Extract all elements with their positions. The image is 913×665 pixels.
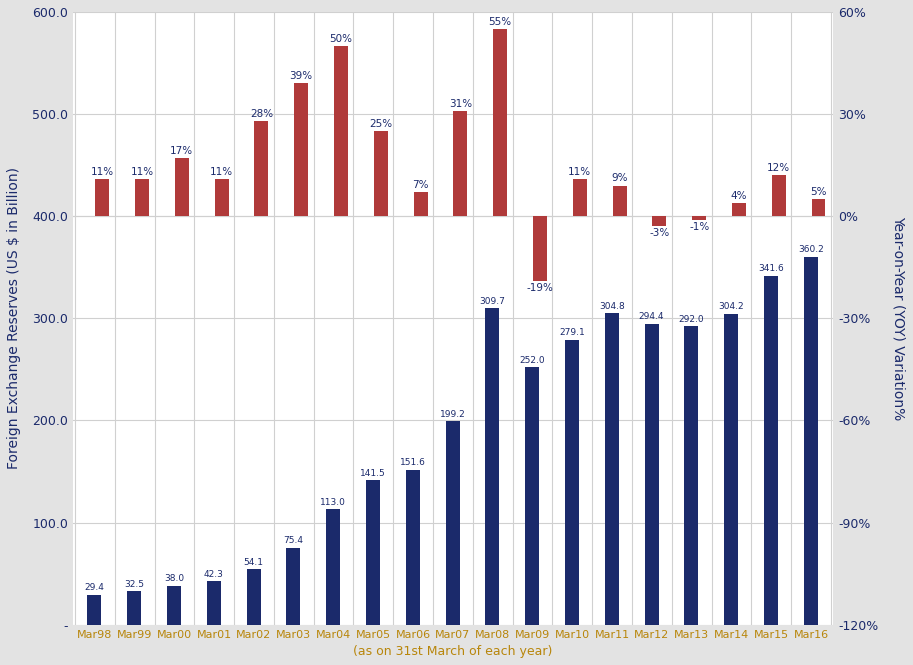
- Text: 75.4: 75.4: [283, 536, 303, 545]
- Text: 42.3: 42.3: [204, 570, 224, 579]
- Text: 279.1: 279.1: [559, 328, 585, 337]
- X-axis label: (as on 31st March of each year): (as on 31st March of each year): [353, 645, 552, 658]
- Bar: [215, 179, 228, 216]
- Bar: [255, 121, 268, 216]
- Bar: [613, 186, 626, 216]
- Bar: [414, 192, 427, 216]
- Bar: [135, 179, 149, 216]
- Bar: [207, 581, 221, 624]
- Bar: [771, 176, 786, 216]
- Text: 5%: 5%: [810, 187, 827, 197]
- Text: 11%: 11%: [131, 167, 153, 177]
- Bar: [88, 595, 101, 624]
- Bar: [803, 257, 818, 624]
- Text: 11%: 11%: [90, 167, 114, 177]
- Text: 341.6: 341.6: [758, 264, 784, 273]
- Text: -1%: -1%: [689, 221, 709, 231]
- Bar: [732, 203, 746, 216]
- Text: 39%: 39%: [289, 71, 313, 81]
- Bar: [167, 586, 181, 624]
- Text: 9%: 9%: [612, 174, 628, 184]
- Bar: [685, 327, 698, 624]
- Bar: [326, 509, 341, 624]
- Text: 32.5: 32.5: [124, 580, 144, 589]
- Bar: [653, 216, 666, 226]
- Text: 31%: 31%: [449, 98, 472, 108]
- Text: 304.2: 304.2: [719, 303, 744, 311]
- Bar: [294, 83, 308, 216]
- Text: 55%: 55%: [488, 17, 511, 27]
- Bar: [604, 313, 619, 624]
- Bar: [454, 110, 467, 216]
- Text: 17%: 17%: [170, 146, 194, 156]
- Bar: [572, 179, 587, 216]
- Bar: [565, 340, 579, 624]
- Y-axis label: Foreign Exchange Reserves (US $ in Billion): Foreign Exchange Reserves (US $ in Billi…: [7, 168, 21, 469]
- Text: 12%: 12%: [767, 164, 791, 174]
- Bar: [533, 216, 547, 281]
- Bar: [764, 276, 778, 624]
- Text: 50%: 50%: [330, 34, 352, 44]
- Bar: [373, 131, 388, 216]
- Text: 113.0: 113.0: [320, 497, 346, 507]
- Text: 11%: 11%: [210, 167, 233, 177]
- Text: 25%: 25%: [369, 119, 393, 129]
- Text: 38.0: 38.0: [164, 575, 184, 583]
- Bar: [366, 480, 380, 624]
- Text: 199.2: 199.2: [440, 410, 466, 419]
- Text: 252.0: 252.0: [519, 356, 545, 365]
- Bar: [645, 324, 658, 624]
- Bar: [812, 199, 825, 216]
- Bar: [95, 179, 110, 216]
- Text: 151.6: 151.6: [400, 458, 425, 467]
- Text: 292.0: 292.0: [678, 315, 704, 324]
- Text: 29.4: 29.4: [85, 583, 104, 592]
- Bar: [486, 309, 499, 624]
- Bar: [247, 569, 260, 624]
- Bar: [334, 46, 348, 216]
- Bar: [692, 216, 706, 219]
- Bar: [493, 29, 507, 216]
- Text: -19%: -19%: [527, 283, 553, 293]
- Y-axis label: Year-on-Year (YOY) Variation%: Year-on-Year (YOY) Variation%: [892, 216, 906, 420]
- Bar: [405, 470, 420, 624]
- Bar: [724, 314, 738, 624]
- Bar: [127, 591, 142, 624]
- Text: 304.8: 304.8: [599, 302, 624, 311]
- Text: -3%: -3%: [649, 229, 669, 239]
- Text: 141.5: 141.5: [360, 469, 386, 477]
- Bar: [287, 548, 300, 624]
- Text: 54.1: 54.1: [244, 558, 264, 567]
- Text: 4%: 4%: [730, 190, 747, 201]
- Text: 7%: 7%: [413, 180, 429, 190]
- Text: 294.4: 294.4: [639, 313, 665, 321]
- Text: 28%: 28%: [250, 109, 273, 119]
- Bar: [446, 421, 459, 624]
- Text: 309.7: 309.7: [479, 297, 505, 306]
- Bar: [525, 367, 540, 624]
- Text: 11%: 11%: [568, 167, 592, 177]
- Bar: [174, 158, 189, 216]
- Text: 360.2: 360.2: [798, 245, 824, 254]
